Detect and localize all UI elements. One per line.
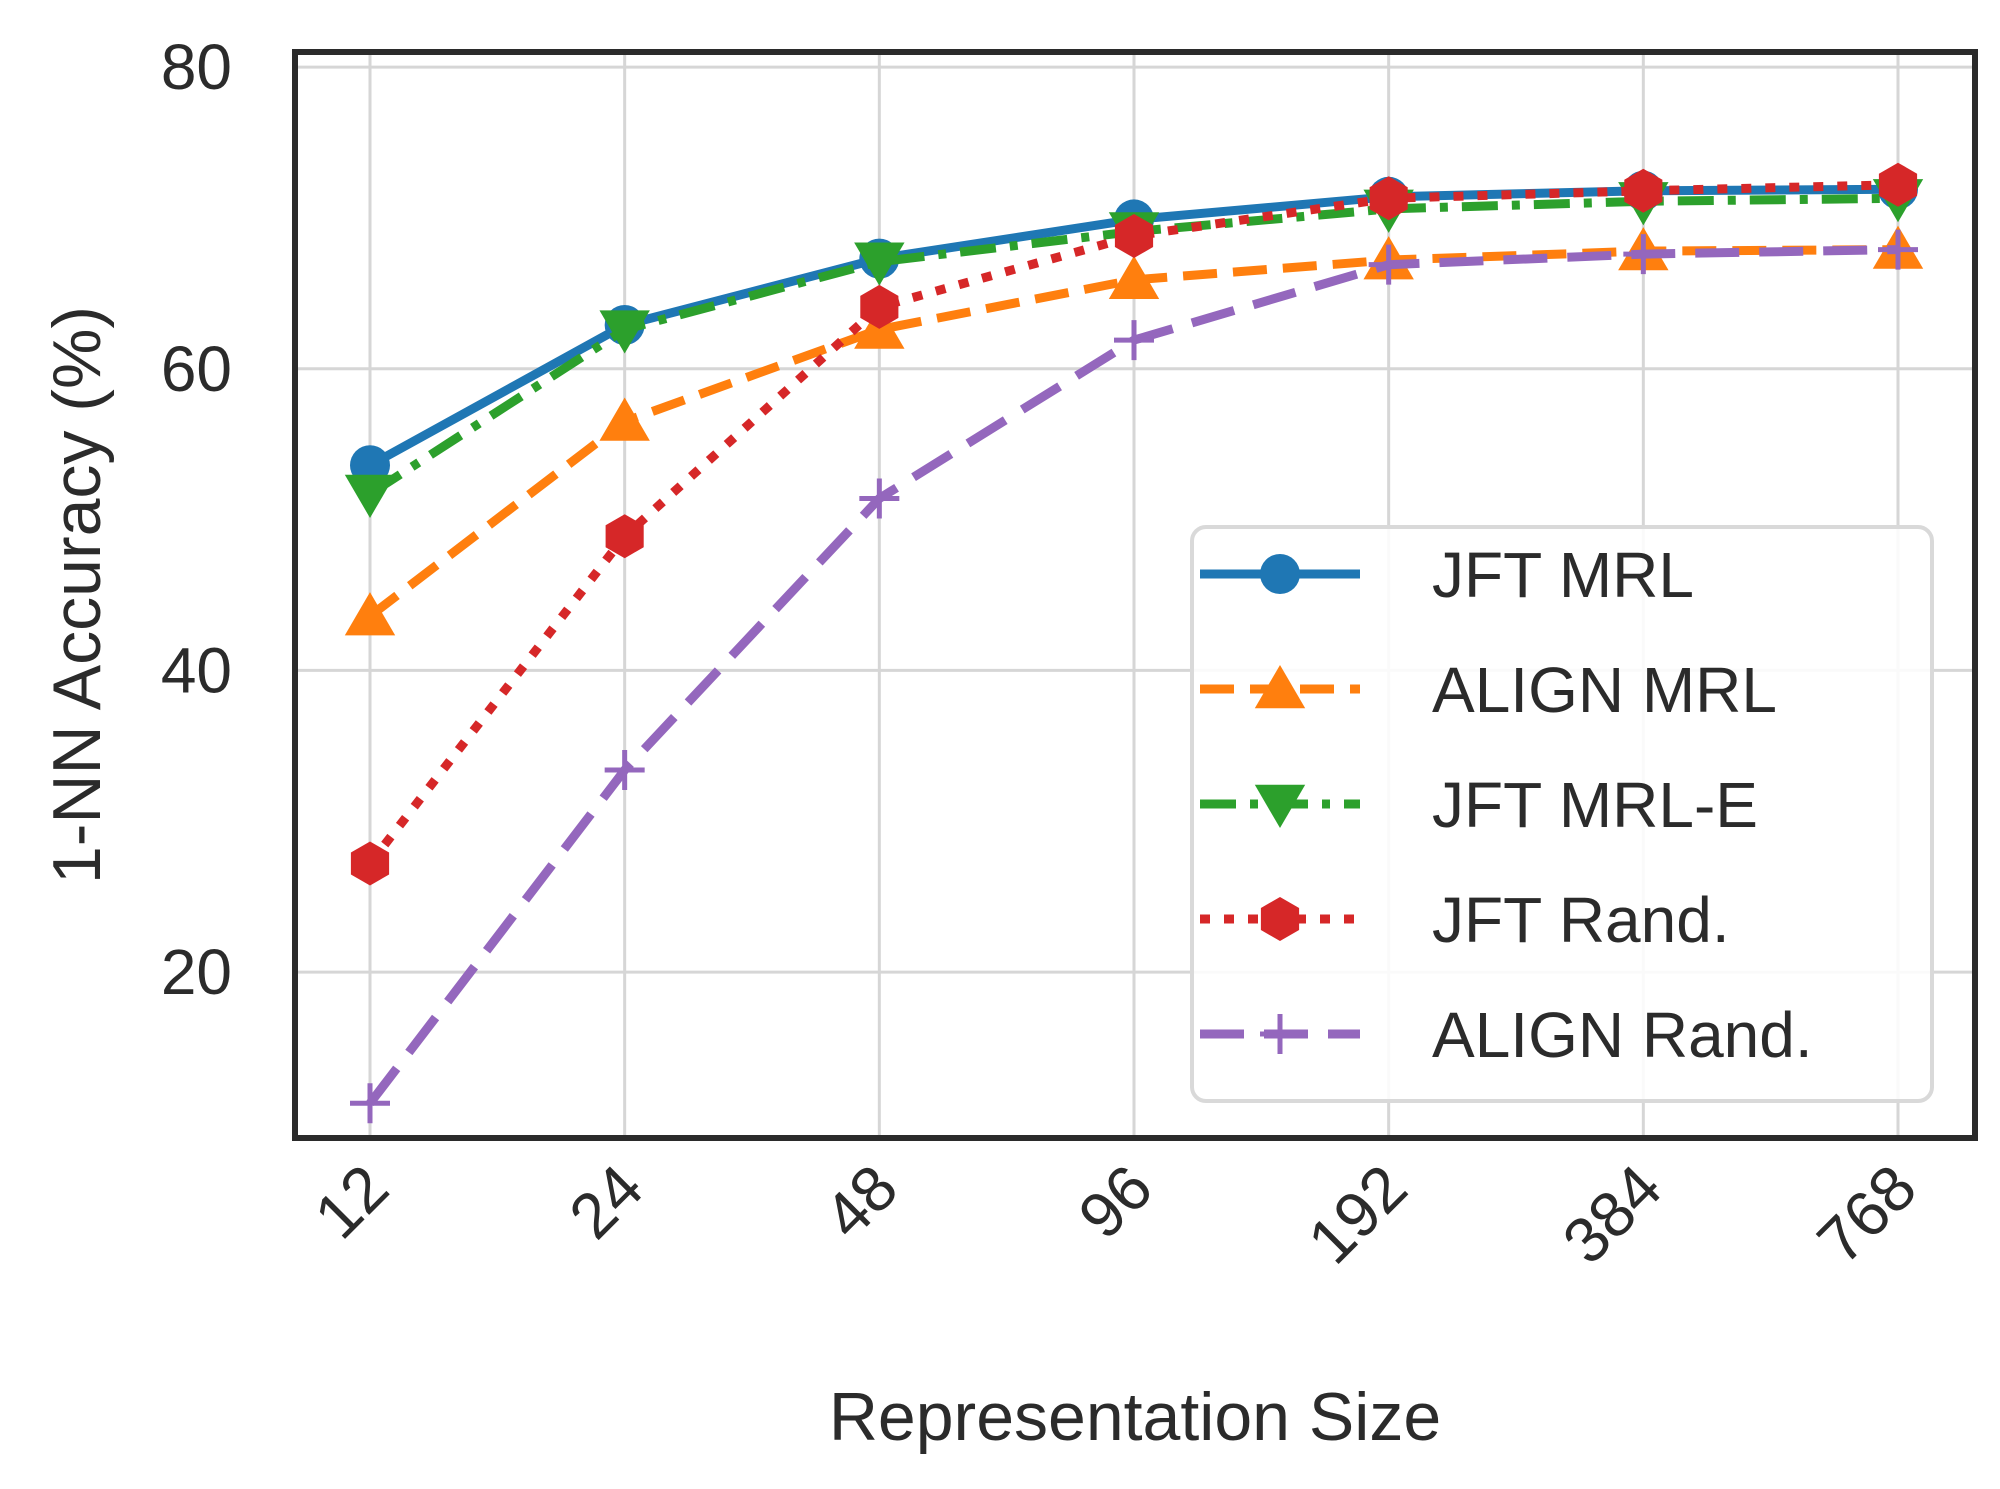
y-tick-label: 40 [161,634,232,706]
legend-item: ALIGN Rand. [1200,999,1813,1071]
legend-label: ALIGN Rand. [1432,999,1813,1071]
legend-item: JFT MRL [1200,539,1694,611]
legend-item: JFT Rand. [1200,884,1730,956]
data-point [1623,234,1664,275]
legend-item: ALIGN MRL [1200,654,1777,726]
series-3 [350,162,1918,886]
data-point [350,1083,390,1124]
legend-marker [1254,665,1306,709]
legend-label: JFT MRL [1432,539,1694,611]
data-point [1624,168,1663,213]
data-point [1114,214,1154,258]
data-point [344,474,396,518]
legend-label: JFT Rand. [1432,884,1730,956]
y-axis-label: 1-NN Accuracy (%) [39,306,115,884]
data-point [344,592,396,636]
y-tick-label: 20 [161,936,232,1008]
y-tick-label: 80 [161,31,232,103]
legend-item: JFT MRL-E [1200,769,1758,841]
series-layer [344,162,1924,1124]
data-point [599,397,650,441]
data-point [1114,320,1154,361]
legend-label: ALIGN MRL [1432,654,1777,726]
series-4 [350,229,1918,1124]
data-point [859,478,900,519]
y-tick-labels: 20 40 60 80 [161,31,232,1008]
legend-label: JFT MRL-E [1432,769,1758,841]
x-axis-label: Representation Size [829,1379,1441,1455]
data-point [1878,229,1918,270]
legend-marker [1260,897,1300,941]
plot-frame [292,49,1978,1141]
data-point [1878,162,1918,207]
data-point [604,749,645,790]
data-point [599,310,650,354]
data-point [1368,244,1409,285]
data-point [1108,255,1160,299]
legend: JFT MRL ALIGN MRL JFT MRL-E JFT Rand. ALIGN … [1190,525,1934,1103]
data-point [605,514,644,559]
legend-marker [1260,1014,1300,1054]
y-tick-label: 60 [161,333,232,405]
legend-box [1190,525,1934,1103]
grid [295,52,1975,1138]
data-point [350,841,390,886]
data-point [860,284,899,329]
legend-marker [1260,554,1300,594]
legend-marker [1254,784,1306,828]
data-point [854,242,905,286]
data-point [1369,176,1408,221]
